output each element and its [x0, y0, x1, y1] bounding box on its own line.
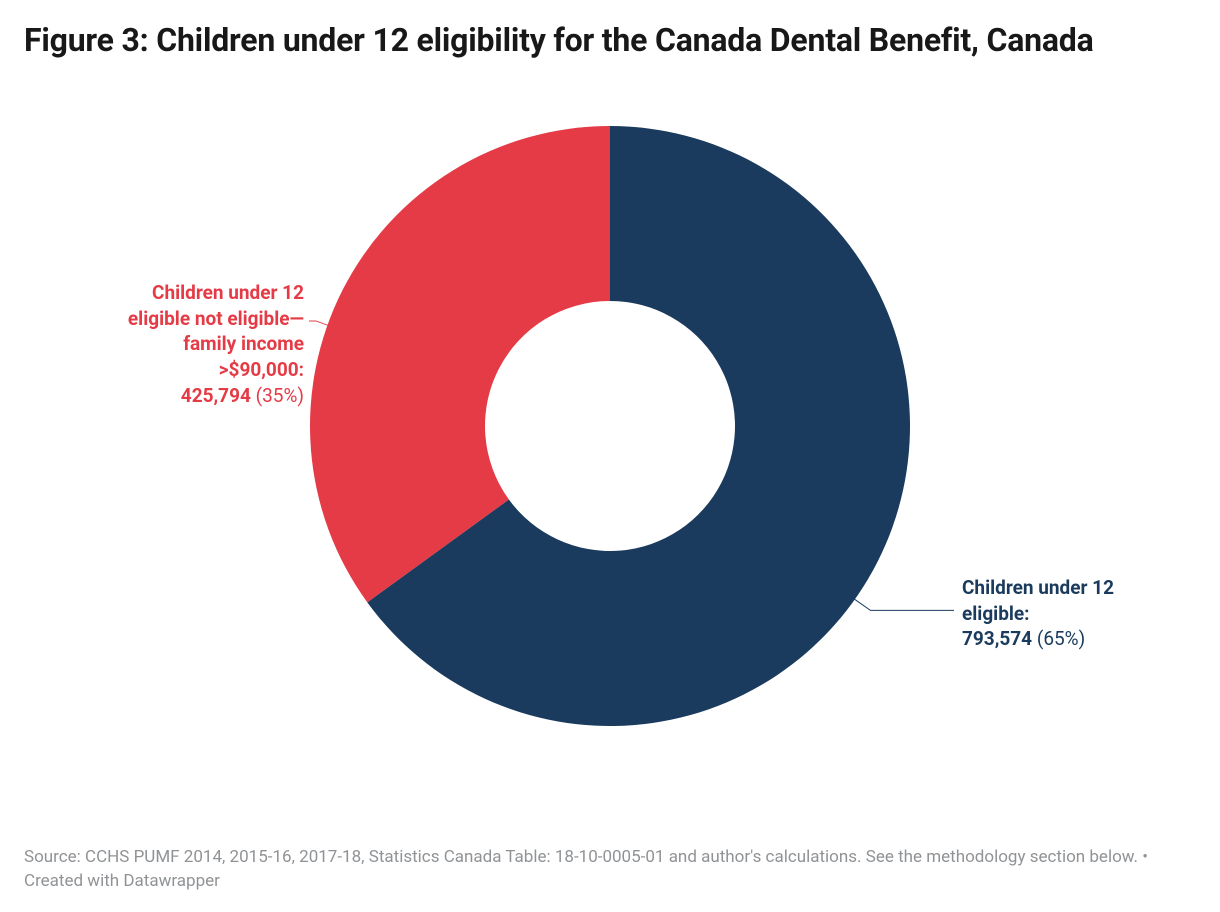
- segment-label-eligible-line2: eligible:: [962, 602, 1030, 625]
- segment-label-not-eligible-line2: eligible not eligible—: [128, 307, 304, 330]
- segment-label-eligible-line1: Children under 12: [962, 576, 1114, 599]
- segment-label-not-eligible-line1: Children under 12: [152, 281, 304, 304]
- chart-source-footer: Source: CCHS PUMF 2014, 2015-16, 2017-18…: [24, 845, 1196, 894]
- chart-title: Figure 3: Children under 12 eligibility …: [24, 20, 1196, 60]
- segment-label-not-eligible: Children under 12 eligible not eligible—…: [54, 280, 304, 408]
- segment-label-not-eligible-line3: family income: [183, 332, 304, 355]
- segment-label-eligible: Children under 12 eligible: 793,574 (65%…: [962, 575, 1220, 652]
- donut-chart: [310, 126, 910, 730]
- segment-label-eligible-pct: (65%): [1037, 627, 1085, 650]
- segment-label-not-eligible-pct: (35%): [256, 384, 304, 407]
- chart-area: Children under 12 eligible: 793,574 (65%…: [24, 68, 1196, 788]
- donut-segment-not_eligible: [310, 126, 610, 602]
- segment-label-not-eligible-value: 425,794: [181, 384, 251, 407]
- segment-label-not-eligible-line4: >$90,000:: [219, 358, 304, 381]
- segment-label-eligible-value: 793,574: [962, 627, 1032, 650]
